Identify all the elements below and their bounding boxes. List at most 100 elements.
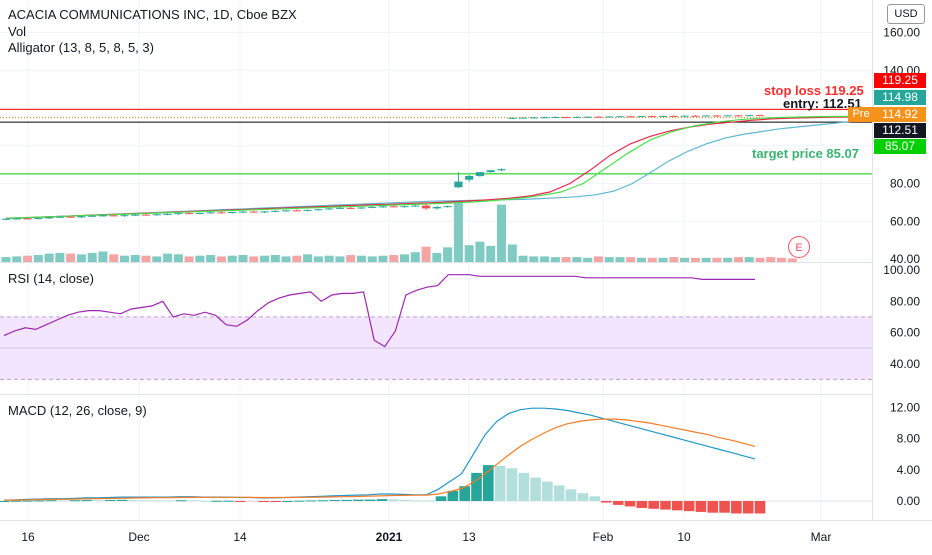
macd-histogram-bar [258,501,270,502]
candle-body [55,216,64,218]
macd-histogram-bar [234,501,246,502]
x-tick-label: 2021 [376,530,403,544]
candle-body [626,116,635,118]
volume-bar [453,201,463,262]
candle-body [475,172,485,176]
target-annotation: target price 85.07 [752,146,859,161]
macd-y-tick-label: 4.00 [897,463,921,477]
volume-bar [195,255,205,262]
volume-bar [712,257,722,262]
volume-bar [615,257,625,262]
macd-histogram-bar [719,501,730,513]
volume-bar [755,257,765,262]
candle-body [271,210,280,212]
candle-body [152,214,161,216]
volume-bar [109,254,119,262]
candle-body [658,115,668,117]
rsi-y-tick-label: 40.00 [890,357,920,371]
candle-body [325,208,334,210]
macd-indicator-label[interactable]: MACD (12, 26, close, 9) [8,403,147,418]
volume-bar [421,246,431,262]
candle-body [389,206,398,208]
volume-bar [636,257,647,262]
macd-histogram-bar [128,500,140,502]
macd-histogram-bar [116,499,128,501]
macd-histogram-bar [329,499,341,501]
volume-bar [259,255,270,262]
candle-body [551,117,560,119]
macd-histogram-bar [187,500,199,502]
macd-histogram-bar [69,500,81,502]
macd-histogram-bar [400,499,411,501]
candle-body [346,207,355,209]
macd-line [3,407,756,501]
macd-histogram-bar [683,501,695,512]
macd-histogram-bar [104,499,116,501]
candle-body [174,213,183,215]
macd-histogram-bar [423,500,435,502]
candle-body [163,213,172,215]
volume-bar [324,255,334,262]
macd-histogram-bar [506,468,518,501]
candle-body [680,115,689,117]
rsi-y-tick-label: 100.00 [883,263,920,277]
x-tick-label: 16 [21,530,35,544]
volume-bar [432,252,442,262]
candle-body [755,115,765,117]
volume-bar [303,254,313,262]
volume-bar [572,257,582,262]
macd-histogram-bar [624,501,636,507]
volume-bar [12,256,22,262]
volume-bar [98,251,108,262]
earnings-icon[interactable]: E [788,236,810,258]
volume-bar [464,245,474,262]
volume-bar [55,252,65,262]
candle-body [281,210,291,212]
candle-body [583,116,592,118]
macd-histogram-bar [612,501,624,505]
volume-bar [292,255,302,262]
candle-body [637,116,646,118]
y-tick-label: 40.00 [890,252,920,266]
volume-bar [356,255,366,262]
candle-body [723,115,732,117]
currency-button[interactable]: USD [887,4,925,24]
candle-body [400,206,409,208]
candle-body [594,116,603,118]
candle-body [357,207,366,209]
volume-bar [701,257,711,262]
alligator-indicator-label[interactable]: Alligator (13, 8, 5, 8, 5, 3) [8,40,154,55]
volume-bar [367,256,377,262]
alligator-lips-line [5,115,873,219]
candle-body [141,214,151,216]
x-tick-label: 13 [462,530,476,544]
candle-body [615,116,625,118]
candle-body [131,214,140,216]
volume-bar [163,253,173,262]
macd-histogram-bar [211,500,222,502]
last-price-tag: 114.98 [874,90,926,105]
vol-indicator-label[interactable]: Vol [8,24,27,39]
macd-histogram-bar [22,500,33,502]
macd-histogram-bar [282,501,293,502]
pre-market-price-tag: 114.92 [874,107,926,122]
macd-histogram-bar [731,501,742,514]
candle-body [249,211,258,213]
volume-bar [76,254,86,262]
candle-body [314,209,323,211]
candle-body [712,115,722,117]
rsi-y-tick-label: 80.00 [890,294,920,308]
candle-body [228,212,237,214]
macd-histogram-bar [695,501,707,512]
volume-bar [518,255,528,262]
candle-body [443,206,452,208]
candle-body [378,206,388,208]
rsi-indicator-label[interactable]: RSI (14, close) [8,271,94,286]
candle-body [44,217,54,219]
candle-body [77,216,86,218]
candle-body [368,206,377,208]
entry-price-tag: 112.51 [874,123,926,138]
stop-loss-price-tag: 119.25 [874,73,926,88]
